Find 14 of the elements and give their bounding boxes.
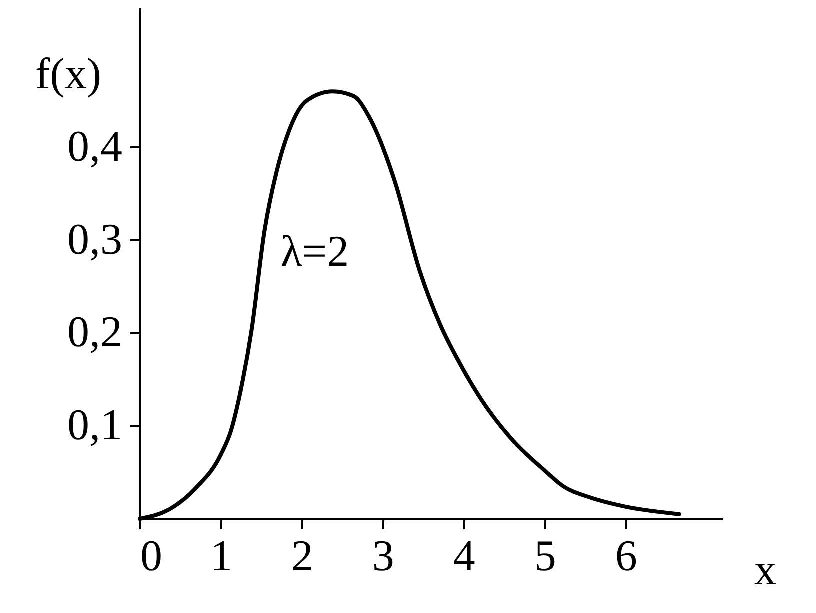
x-tick-label: 0 bbox=[140, 532, 162, 580]
x-tick-label: 5 bbox=[534, 532, 556, 580]
x-tick-label: 3 bbox=[372, 532, 394, 580]
x-tick-label: 6 bbox=[615, 532, 638, 580]
y-tick-label: 0,3 bbox=[68, 214, 122, 264]
y-tick-label: 0,1 bbox=[68, 400, 122, 450]
x-axis-title: x bbox=[754, 546, 776, 594]
y-tick-label: 0,4 bbox=[68, 122, 122, 171]
x-tick-label: 2 bbox=[291, 532, 314, 580]
y-axis-title: f(x) bbox=[36, 50, 102, 98]
x-tick-label: 4 bbox=[453, 532, 476, 580]
annotation: λ=2 bbox=[280, 227, 350, 276]
y-tick-label: 0,2 bbox=[68, 308, 122, 357]
x-tick-label: 1 bbox=[210, 532, 232, 580]
